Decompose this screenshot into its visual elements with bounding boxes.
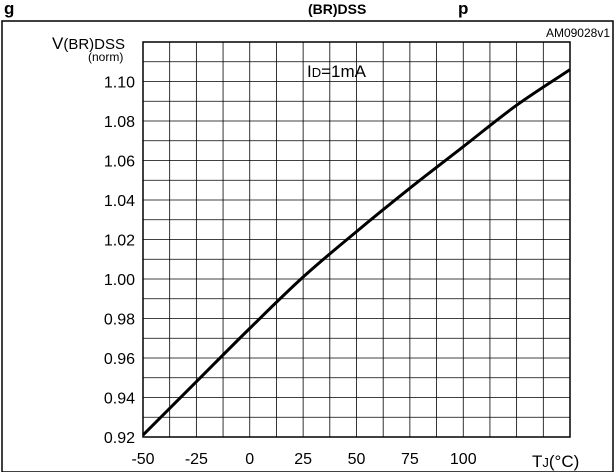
annotation-prefix: I <box>307 62 312 81</box>
x-tick-label: 50 <box>348 451 366 468</box>
y-tick-label: 0.94 <box>104 391 135 408</box>
figure-title-fragment: g <box>4 0 14 18</box>
x-tick-label: 75 <box>401 451 419 468</box>
annotation-suffix: =1mA <box>321 62 367 81</box>
y-tick-label: 1.04 <box>104 193 135 210</box>
figure-border <box>1 20 614 472</box>
series-line <box>141 68 571 437</box>
y-tick-labels: 0.92 0.94 0.96 0.98 1.00 1.02 1.04 1.06 1.08 1.10 <box>104 75 135 448</box>
y-tick-label: 1.00 <box>104 272 135 289</box>
x-axis-label-main: T <box>532 452 542 471</box>
annotation-subscript: D <box>312 65 321 80</box>
annotation: ID=1mA <box>307 62 367 81</box>
y-axis-label-main: V <box>52 34 64 53</box>
y-tick-label: 1.06 <box>104 154 135 171</box>
y-tick-label: 1.02 <box>104 233 135 250</box>
y-tick-label: 1.10 <box>104 75 135 92</box>
y-tick-label: 0.92 <box>104 430 135 447</box>
y-axis-label: V(BR)DSS (norm) <box>52 34 125 64</box>
x-tick-labels: -50 -25 0 25 50 75 100 <box>131 451 476 468</box>
y-tick-label: 1.08 <box>104 114 135 131</box>
x-axis-label: TJ(°C) <box>532 452 579 471</box>
svg-text:V(BR)DSS: V(BR)DSS <box>52 34 125 53</box>
y-tick-label: 0.96 <box>104 351 135 368</box>
figure-code: AM09028v1 <box>546 26 610 40</box>
x-tick-label: 25 <box>294 451 312 468</box>
x-tick-label: 0 <box>245 451 254 468</box>
y-tick-label: 0.98 <box>104 312 135 329</box>
x-tick-label: 100 <box>450 451 477 468</box>
x-axis-label-subscript: J <box>542 455 549 470</box>
x-tick-label: -25 <box>185 451 208 468</box>
plot-frame <box>142 41 571 438</box>
y-axis-label-subscript: (BR)DSS <box>63 36 125 53</box>
x-tick-label: -50 <box>131 451 154 468</box>
y-axis-label-unit: (norm) <box>88 50 123 64</box>
grid <box>143 42 570 437</box>
figure-title-trailing-fragment: p <box>458 0 468 18</box>
figure-title-subscript-fragment: (BR)DSS <box>308 1 366 17</box>
x-axis-label-unit: (°C) <box>549 452 579 471</box>
